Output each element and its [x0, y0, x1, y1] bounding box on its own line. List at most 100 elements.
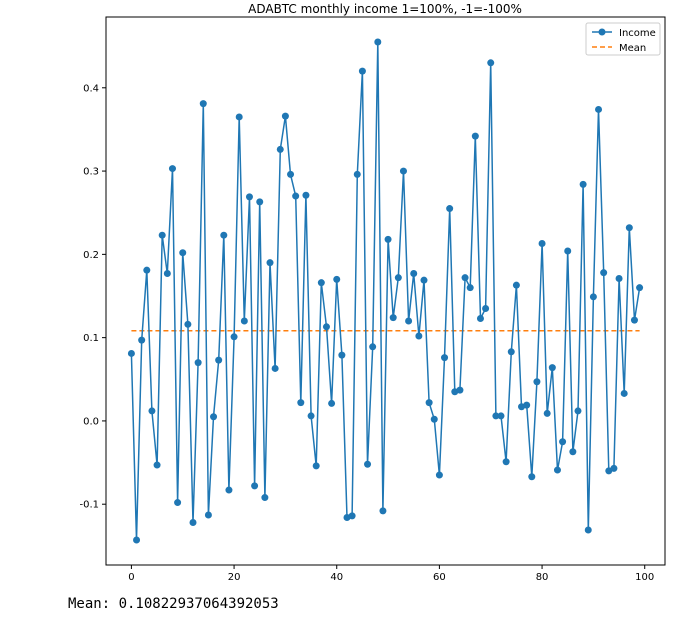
income-point: [235, 113, 243, 121]
mean-output: Mean: 0.10822937064392053: [68, 596, 279, 612]
income-point: [630, 316, 638, 324]
income-point: [528, 473, 536, 481]
income-point: [312, 462, 320, 470]
legend-mean-label: Mean: [619, 43, 646, 54]
income-point: [579, 180, 587, 188]
legend: Income Mean: [585, 22, 661, 56]
income-point: [271, 364, 279, 372]
income-point: [307, 412, 315, 420]
income-point: [507, 348, 515, 356]
income-point: [389, 314, 397, 322]
x-axis: 0 20 40 60 80 100: [128, 565, 654, 583]
y-tick-label: 0.0: [83, 416, 99, 427]
income-point: [553, 466, 561, 474]
y-tick-label: 0.1: [83, 333, 99, 344]
income-point: [281, 112, 289, 120]
income-point: [595, 105, 603, 113]
income-chart: ADABTC monthly income 1=100%, -1=-100% 0…: [79, 2, 666, 583]
x-tick-label: 100: [635, 572, 654, 583]
income-point: [559, 438, 567, 446]
income-point: [533, 378, 541, 386]
income-point: [512, 281, 520, 289]
income-point: [230, 333, 238, 341]
income-point: [600, 269, 608, 277]
legend-income-marker: [598, 28, 606, 36]
income-point: [564, 247, 572, 255]
income-point: [476, 314, 484, 322]
income-point: [148, 407, 156, 415]
income-point: [302, 191, 310, 199]
income-point: [441, 354, 449, 362]
income-point: [189, 519, 197, 527]
income-point: [287, 170, 295, 178]
income-point: [415, 332, 423, 340]
income-point: [204, 511, 212, 519]
income-point: [184, 320, 192, 328]
income-point: [225, 486, 233, 494]
income-point: [358, 67, 366, 75]
income-point: [127, 349, 135, 357]
income-point: [215, 356, 223, 364]
income-point: [538, 240, 546, 248]
income-point: [466, 284, 474, 292]
income-point: [497, 412, 505, 420]
income-point: [456, 386, 464, 394]
income-point: [435, 471, 443, 479]
income-point: [461, 274, 469, 282]
income-point: [276, 145, 284, 153]
x-tick-label: 40: [330, 572, 343, 583]
income-point: [168, 165, 176, 173]
income-point: [620, 389, 628, 397]
income-point: [430, 415, 438, 423]
income-point: [399, 167, 407, 175]
income-point: [210, 413, 218, 421]
income-point: [199, 100, 207, 108]
y-tick-label: 0.2: [83, 250, 99, 261]
income-point: [292, 192, 300, 200]
income-point: [574, 407, 582, 415]
income-point: [153, 461, 161, 469]
income-point: [610, 464, 618, 472]
income-point: [425, 399, 433, 407]
income-point: [179, 249, 187, 257]
income-point: [615, 275, 623, 283]
income-point: [194, 359, 202, 367]
income-point: [333, 275, 341, 283]
income-series: [127, 38, 644, 544]
income-point: [240, 317, 248, 325]
x-tick-label: 60: [433, 572, 446, 583]
income-point: [384, 235, 392, 243]
income-point: [636, 284, 644, 292]
income-point: [353, 170, 361, 178]
income-point: [410, 270, 418, 278]
income-point: [420, 276, 428, 284]
income-point: [482, 304, 490, 312]
income-point: [158, 231, 166, 239]
income-point: [261, 494, 269, 502]
income-point: [625, 224, 633, 232]
income-line: [130, 41, 641, 541]
income-point: [502, 458, 510, 466]
income-point: [523, 401, 531, 409]
income-point: [405, 317, 413, 325]
income-point: [394, 274, 402, 282]
income-point: [245, 193, 253, 201]
x-tick-label: 0: [128, 572, 134, 583]
income-point: [317, 279, 325, 287]
income-point: [364, 460, 372, 468]
income-point: [584, 526, 592, 534]
income-point: [133, 536, 141, 544]
income-point: [322, 323, 330, 331]
income-point: [256, 198, 264, 206]
y-tick-label: -0.1: [79, 500, 99, 511]
legend-income-label: Income: [619, 28, 656, 39]
income-point: [297, 399, 305, 407]
income-point: [471, 132, 479, 140]
x-tick-label: 80: [536, 572, 549, 583]
income-point: [251, 482, 259, 490]
income-point: [143, 266, 151, 274]
y-tick-label: 0.4: [83, 83, 99, 94]
income-point: [487, 59, 495, 67]
x-tick-label: 20: [228, 572, 241, 583]
income-point: [163, 270, 171, 278]
